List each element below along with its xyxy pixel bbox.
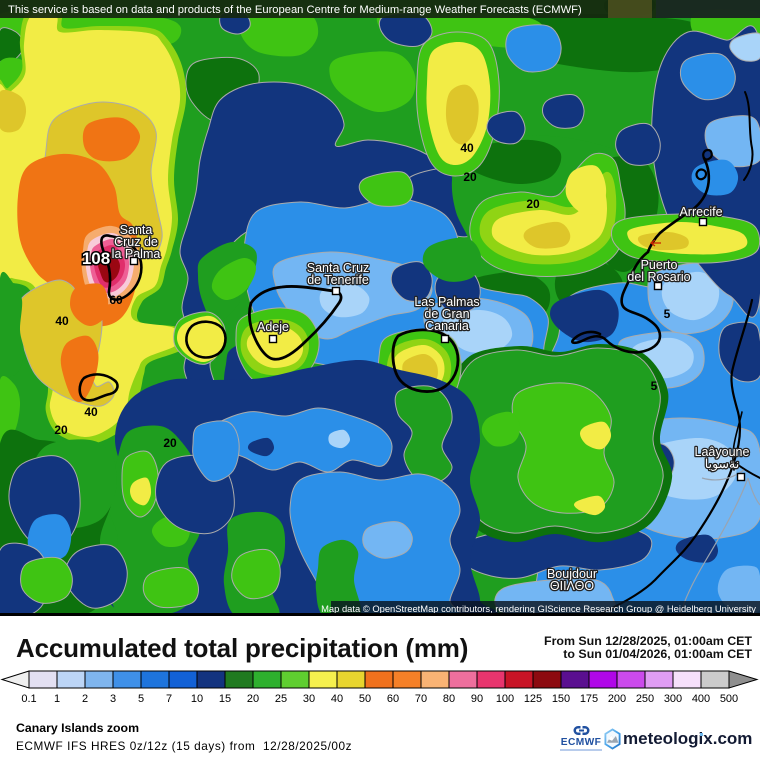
svg-text:5: 5 — [138, 693, 144, 705]
svg-text:3: 3 — [110, 693, 116, 705]
svg-text:Las Palmas: Las Palmas — [414, 295, 479, 309]
svg-text:40: 40 — [55, 314, 69, 328]
svg-text:30: 30 — [303, 693, 315, 705]
svg-text:del Rosario: del Rosario — [627, 270, 690, 284]
svg-text:This service is based on data: This service is based on data and produc… — [8, 4, 582, 16]
svg-text:Canaria: Canaria — [425, 319, 469, 333]
svg-text:ΘІΙΛΘΟ: ΘІΙΛΘΟ — [550, 579, 594, 593]
svg-text:60: 60 — [109, 293, 123, 307]
svg-text:40: 40 — [460, 141, 474, 155]
svg-text:Santa: Santa — [120, 223, 153, 237]
svg-text:400: 400 — [692, 693, 710, 705]
svg-text:de Gran: de Gran — [424, 307, 469, 321]
svg-text:40: 40 — [84, 405, 98, 419]
svg-text:نةسويا: نةسويا — [705, 457, 739, 472]
svg-text:Adeje: Adeje — [257, 320, 289, 334]
svg-text:20: 20 — [163, 436, 177, 450]
svg-text:250: 250 — [636, 693, 654, 705]
svg-text:90: 90 — [471, 693, 483, 705]
svg-text:Santa Cruz: Santa Cruz — [307, 261, 370, 275]
svg-text:Boujdour: Boujdour — [547, 567, 597, 581]
svg-text:5: 5 — [651, 379, 658, 393]
svg-text:de Tenerife: de Tenerife — [307, 273, 369, 287]
svg-text:40: 40 — [331, 693, 343, 705]
svg-text:Cruz de: Cruz de — [114, 235, 158, 249]
svg-text:10: 10 — [191, 693, 203, 705]
svg-text:5: 5 — [664, 307, 671, 321]
svg-text:Arrecife: Arrecife — [679, 205, 722, 219]
svg-text:300: 300 — [664, 693, 682, 705]
svg-text:100: 100 — [496, 693, 514, 705]
svg-text:Puerto: Puerto — [641, 258, 678, 272]
svg-text:175: 175 — [580, 693, 598, 705]
svg-text:125: 125 — [524, 693, 542, 705]
svg-text:108: 108 — [82, 249, 110, 268]
svg-text:20: 20 — [526, 197, 540, 211]
svg-text:20: 20 — [463, 170, 477, 184]
svg-text:1: 1 — [54, 693, 60, 705]
svg-text:2: 2 — [82, 693, 88, 705]
svg-text:80: 80 — [443, 693, 455, 705]
svg-text:60: 60 — [387, 693, 399, 705]
svg-text:15: 15 — [219, 693, 231, 705]
svg-text:la Palma: la Palma — [112, 247, 161, 261]
svg-text:7: 7 — [166, 693, 172, 705]
svg-text:70: 70 — [415, 693, 427, 705]
svg-text:20: 20 — [247, 693, 259, 705]
svg-text:20: 20 — [54, 423, 68, 437]
svg-text:25: 25 — [275, 693, 287, 705]
svg-text:Map data © OpenStreetMap contr: Map data © OpenStreetMap contributors, r… — [321, 603, 756, 614]
svg-text:Laâyoune: Laâyoune — [695, 445, 750, 459]
svg-text:500: 500 — [720, 693, 738, 705]
svg-text:50: 50 — [359, 693, 371, 705]
svg-text:150: 150 — [552, 693, 570, 705]
svg-text:200: 200 — [608, 693, 626, 705]
svg-text:0.1: 0.1 — [21, 693, 36, 705]
